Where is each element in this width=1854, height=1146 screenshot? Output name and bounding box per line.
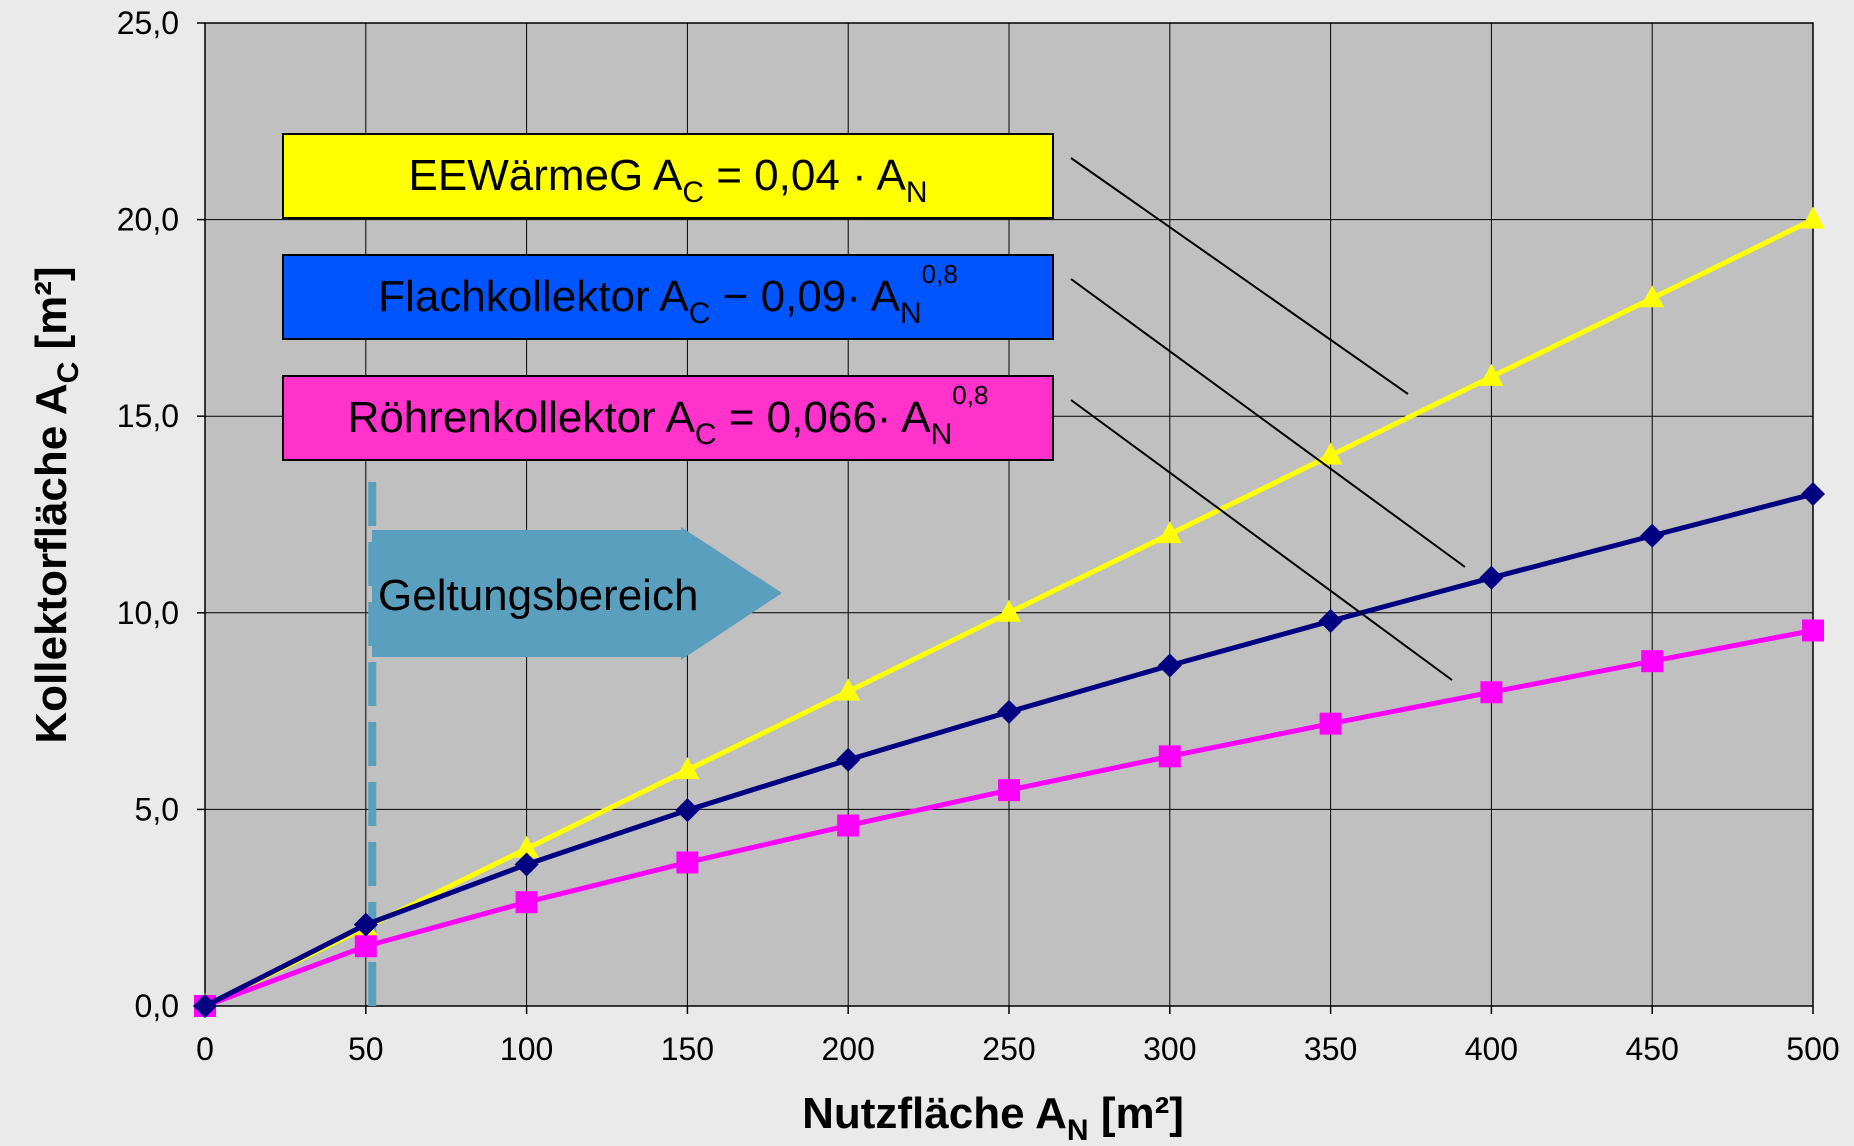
series-point-square [1319,712,1342,735]
annotation-pointer-line [1070,157,1409,395]
x-tick-label: 250 [982,1031,1035,1067]
series-point-diamond [1640,523,1665,548]
annotation-pointer-line [1070,278,1466,568]
y-tick-label: 5,0 [135,791,179,827]
series-point-triangle [1318,442,1343,465]
x-tick-label: 350 [1304,1031,1357,1067]
validity-arrow: Geltungsbereich [372,527,782,660]
series-layer [193,206,1825,1018]
series-point-triangle [1479,363,1504,386]
series-point-square [354,935,377,958]
series-point-diamond [997,699,1021,724]
series-point-diamond [675,798,700,823]
x-tick-label: 450 [1626,1031,1679,1067]
x-tick-label: 0 [196,1031,214,1067]
x-tick-labels: 0 50 100 150 200 250 300 350 400 450 500 [196,1031,1840,1067]
series-point-square [1158,745,1181,768]
y-tick-label: 10,0 [117,595,179,631]
series-point-diamond [514,852,539,877]
series-point-square [837,814,860,837]
series-point-triangle [675,757,700,780]
validity-arrow-label: Geltungsbereich [378,571,698,620]
x-tick-label: 150 [661,1031,714,1067]
x-axis-title: Nutzfläche AN [m²] [802,1089,1184,1146]
x-tick-label: 100 [500,1031,553,1067]
y-tick-label: 15,0 [117,398,179,434]
series-point-diamond [1318,609,1343,634]
series-point-triangle [1640,285,1665,308]
series-point-triangle [1157,521,1182,544]
series-point-square [676,851,699,874]
series-point-diamond [1801,482,1825,507]
y-tick-label: 0,0 [135,988,179,1024]
y-tick-label: 25,0 [117,5,179,41]
series-point-triangle [997,599,1021,622]
series-point-diamond [836,747,861,772]
series-point-triangle [514,835,539,858]
series-point-diamond [1479,565,1504,590]
x-tick-label: 200 [822,1031,875,1067]
annotation-box-roehrenkollektor: Röhrenkollektor AC = 0,066· AN0,8 [282,375,1054,461]
annotation-label-roehrenkollektor: Röhrenkollektor AC = 0,066· AN0,8 [348,380,989,451]
series-point-diamond [353,912,378,937]
x-tick-label: 500 [1786,1031,1839,1067]
annotation-box-eewaermeg: EEWärmeG AC = 0,04 · AN [282,133,1054,219]
validity-arrow-shape [372,527,782,660]
series-point-triangle [836,678,861,701]
y-tick-label: 20,0 [117,202,179,238]
series-point-square [515,891,538,914]
annotation-label-eewaermeg: EEWärmeG AC = 0,04 · AN [409,151,928,209]
series-point-square [1641,650,1664,673]
annotation-pointer-line [1070,399,1453,681]
series-point-square [998,779,1020,802]
annotation-label-flachkollektor: Flachkollektor AC − 0,09· AN0,8 [378,259,958,330]
x-tick-label: 400 [1465,1031,1518,1067]
annotation-box-flachkollektor: Flachkollektor AC − 0,09· AN0,8 [282,254,1054,340]
pointer-lines [1070,157,1466,681]
y-axis-title: Kollektorfläche AC [m²] [27,266,85,743]
series-point-square [1480,681,1503,704]
series-point-diamond [1157,653,1182,678]
x-tick-label: 50 [348,1031,384,1067]
series-point-diamond [193,994,217,1018]
series-point-square [1802,619,1824,642]
x-tick-label: 300 [1143,1031,1196,1067]
y-tick-labels: 0,0 5,0 10,0 15,0 20,0 25,0 [117,5,179,1024]
series-point-triangle [1801,206,1825,229]
